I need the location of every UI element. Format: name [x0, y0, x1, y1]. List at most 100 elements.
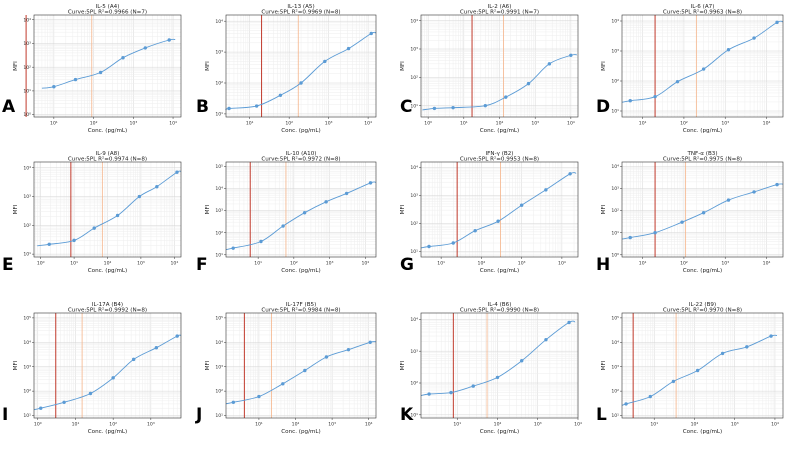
- data-point: [324, 200, 328, 204]
- data-point: [449, 390, 453, 395]
- panel-letter: C: [400, 97, 412, 117]
- x-tick-label: 10⁴: [170, 261, 178, 267]
- panel-letter: F: [196, 255, 208, 275]
- y-axis-label: MFI: [601, 360, 607, 370]
- chart-subtitle: Curve:5PL R²=0.9963 (N=8): [663, 9, 742, 16]
- data-point: [473, 229, 477, 233]
- x-tick-label: 10⁴: [574, 422, 582, 428]
- chart-subtitle: Curve:5PL R²=0.9990 (N=8): [460, 307, 539, 314]
- y-tick-label: 10³: [23, 41, 31, 47]
- x-axis-label: Conc. (pg/mL): [683, 429, 722, 435]
- data-point: [302, 211, 307, 215]
- x-tick-label: 10²: [285, 121, 293, 127]
- data-point: [520, 359, 524, 363]
- data-point: [752, 190, 756, 194]
- y-axis-label: MFI: [601, 61, 607, 71]
- axes-frame: [225, 14, 377, 118]
- data-point: [231, 400, 236, 404]
- data-point: [175, 334, 179, 338]
- x-tick-label: 10²: [680, 121, 688, 127]
- y-axis-label: MFI: [205, 61, 211, 71]
- y-tick-label: 10¹: [611, 230, 619, 236]
- y-tick-label: 10¹: [611, 109, 619, 115]
- data-point: [155, 184, 159, 189]
- data-point: [569, 53, 573, 57]
- data-point: [726, 198, 731, 202]
- data-point: [504, 95, 508, 99]
- y-tick-label: 10²: [410, 381, 418, 387]
- y-tick-label: 10²: [611, 79, 619, 85]
- chart-title: IL-13 (A5): [287, 4, 314, 10]
- y-tick-label: 10²: [215, 389, 223, 395]
- data-point: [167, 38, 171, 42]
- chart-title: IL-22 (B9): [689, 302, 716, 308]
- y-tick-label: 10¹: [23, 252, 31, 258]
- data-point: [47, 242, 51, 246]
- y-tick-label: 10³: [23, 194, 31, 200]
- y-axis-label: MFI: [205, 204, 211, 214]
- x-tick-label: 10⁴: [365, 422, 373, 428]
- data-point: [88, 391, 93, 396]
- y-tick-label: 10⁰: [611, 252, 619, 258]
- x-tick-label: 10²: [290, 261, 298, 267]
- data-point: [369, 31, 373, 36]
- data-point: [671, 379, 676, 384]
- chart-subtitle: Curve:5PL R²=0.9975 (N=8): [663, 156, 742, 163]
- y-axis-label: MFI: [13, 204, 19, 214]
- y-tick-label: 10⁴: [410, 18, 418, 24]
- y-tick-label: 10¹: [410, 103, 418, 109]
- data-point: [726, 48, 731, 52]
- x-axis-label: Conc. (pg/mL): [281, 429, 320, 435]
- data-point: [98, 70, 103, 75]
- x-tick-label: 10¹: [72, 422, 80, 428]
- data-point: [92, 226, 96, 230]
- x-tick-label: 10⁴: [558, 261, 566, 267]
- y-tick-label: 10⁰: [23, 112, 31, 118]
- x-tick-label: 10⁰: [34, 422, 42, 428]
- panel-letter: A: [2, 97, 16, 117]
- y-tick-label: 10⁴: [215, 340, 223, 346]
- y-tick-label: 10⁴: [23, 340, 31, 346]
- y-tick-label: 10⁵: [23, 315, 31, 321]
- chart-title: IL-6 (A7): [691, 4, 715, 10]
- data-point: [568, 172, 572, 176]
- y-tick-label: 10⁴: [215, 186, 223, 192]
- plot-area: [34, 15, 181, 117]
- panel-letter: B: [196, 97, 209, 117]
- y-tick-label: 10¹: [215, 112, 223, 118]
- x-tick-label: 10¹: [50, 121, 58, 127]
- data-point: [471, 384, 475, 388]
- data-point: [427, 392, 431, 396]
- data-point: [281, 382, 285, 386]
- y-tick-label: 10²: [410, 221, 418, 227]
- y-axis-label: MFI: [400, 204, 406, 214]
- y-tick-label: 10⁴: [611, 164, 619, 170]
- data-point: [526, 81, 531, 86]
- data-point: [720, 351, 725, 356]
- chart-subtitle: Curve:5PL R²=0.9969 (N=8): [261, 9, 340, 16]
- x-tick-label: 10³: [326, 261, 334, 267]
- y-tick-label: 10⁴: [410, 317, 418, 323]
- x-tick-label: 10³: [534, 422, 542, 428]
- y-tick-label: 10¹: [23, 89, 31, 95]
- data-point: [752, 36, 756, 40]
- data-point: [278, 93, 283, 97]
- x-axis-label: Conc. (pg/mL): [480, 128, 519, 134]
- data-point: [346, 46, 351, 51]
- x-axis-label: Conc. (pg/mL): [480, 268, 519, 274]
- chart-title: IL-10 (A10): [286, 151, 317, 157]
- data-point: [675, 79, 680, 84]
- x-tick-label: 10¹: [460, 121, 468, 127]
- x-tick-label: 10¹: [650, 422, 658, 428]
- data-point: [701, 67, 706, 71]
- panel-letter: J: [195, 405, 202, 425]
- data-point: [39, 406, 43, 410]
- chart-subtitle: Curve:5PL R²=0.9984 (N=8): [261, 307, 340, 314]
- data-point: [62, 400, 66, 404]
- data-point: [299, 81, 303, 85]
- data-point: [175, 170, 179, 174]
- data-point: [227, 106, 231, 111]
- x-axis-label: Conc. (pg/mL): [88, 429, 127, 435]
